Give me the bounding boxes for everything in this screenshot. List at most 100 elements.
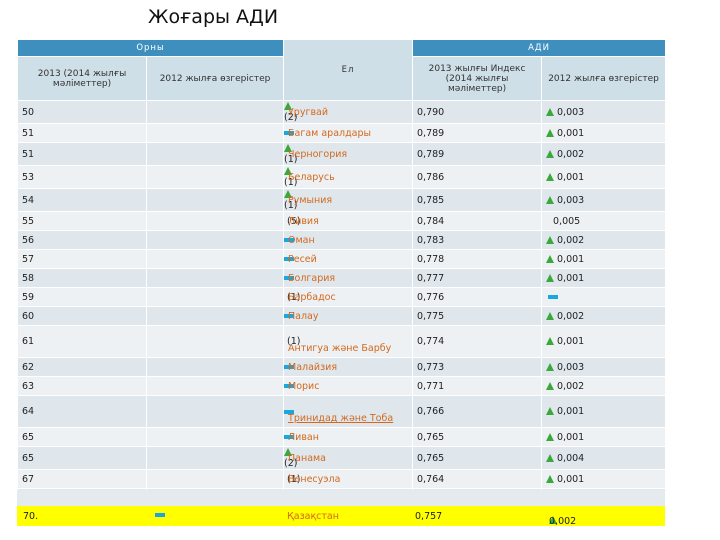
index-change-cell: 0,001: [541, 427, 667, 447]
index-change-value: 0,003: [557, 361, 585, 373]
index-change-cell: 0,002: [541, 230, 667, 250]
hdi-table: Орны Ел АДИ 2013 (2014 жылғы мәліметтер)…: [16, 39, 667, 508]
country-cell: Морис: [283, 376, 414, 396]
table-row: 50 (2) Уругвай 0,790 0,003: [17, 100, 667, 124]
rank-cell: 57: [17, 249, 147, 269]
country-cell: Уругвай: [283, 100, 414, 124]
rank-change-cell: (1): [145, 142, 297, 166]
index-cell: 0,773: [412, 357, 543, 377]
country-name: Беларусь: [288, 171, 335, 183]
header-rank-2013: 2013 (2014 жылғы мәліметтер): [17, 56, 147, 101]
country-name: Румыния: [288, 194, 333, 206]
country-name: Панама: [288, 452, 327, 464]
country-name: Болгария: [288, 272, 336, 284]
index-cell: 0,789: [412, 123, 543, 143]
index-cell: 0,764: [412, 469, 543, 489]
rank-change-value: (1): [287, 336, 301, 347]
country-cell: Ливия: [283, 211, 414, 231]
country-cell: Оман: [283, 230, 414, 250]
up-arrow-icon: [546, 254, 555, 263]
table-row: 63 Морис 0,771 0,002: [17, 376, 667, 396]
country-cell: Тринидад және Тоба: [283, 395, 414, 428]
kazakhstan-country: Қазақстан: [287, 511, 339, 522]
table-row: 51 Багам аралдары 0,789 0,001: [17, 123, 667, 143]
index-change-cell: 0,002: [541, 306, 667, 326]
table-row: 60 Палау 0,775 0,002: [17, 306, 667, 326]
country-name: Уругвай: [288, 106, 329, 118]
header-index-change: 2012 жылға өзгерістер: [541, 56, 667, 101]
rank-change-cell: [145, 230, 294, 250]
rank-cell: 54: [17, 188, 147, 212]
rank-change-cell: (1): [145, 188, 297, 212]
index-cell: 0,775: [412, 306, 543, 326]
up-arrow-icon: [546, 195, 555, 204]
rank-value: 58: [22, 272, 35, 284]
up-arrow-icon: [546, 453, 555, 462]
index-change-value: 0,001: [557, 431, 585, 443]
index-cell: 0,774: [412, 325, 543, 358]
index-value: 0,785: [417, 194, 445, 206]
index-value: 0,765: [417, 452, 445, 464]
country-cell: Ливан: [283, 427, 414, 447]
up-arrow-icon: [546, 381, 555, 390]
index-change-cell: 0,002: [541, 376, 667, 396]
rank-value: 64: [22, 406, 35, 417]
kazakhstan-rank: 70.: [23, 511, 39, 522]
up-arrow-icon: [546, 337, 555, 345]
index-change-value: 0,001: [557, 272, 585, 284]
index-change-value: 0,001: [557, 127, 585, 139]
rank-value: 63: [22, 380, 35, 392]
rank-cell: 62: [17, 357, 147, 377]
no-change-icon: [155, 513, 165, 517]
table-row: 65 Ливан 0,765 0,001: [17, 427, 667, 447]
index-cell: 0,777: [412, 268, 543, 288]
rank-change-value: (1): [284, 200, 298, 211]
rank-cell: 51: [17, 123, 147, 143]
rank-change-cell: [145, 123, 294, 143]
page-title: Жоғары АДИ: [148, 6, 279, 28]
rank-value: 61: [22, 336, 35, 347]
index-change-cell: 0,003: [541, 357, 667, 377]
index-cell: 0,778: [412, 249, 543, 269]
index-value: 0,786: [417, 171, 445, 183]
rank-cell: 59: [17, 287, 147, 307]
no-change-icon: [548, 295, 559, 299]
rank-cell: 61: [17, 325, 147, 358]
index-change-cell: 0,001: [541, 249, 667, 269]
index-change-cell: 0,001: [541, 123, 667, 143]
index-cell: 0,784: [412, 211, 543, 231]
index-value: 0,773: [417, 361, 445, 373]
index-cell: 0,765: [412, 427, 543, 447]
country-name: Багам аралдары: [288, 127, 372, 139]
country-cell: Барбадос: [283, 287, 414, 307]
rank-cell: 60: [17, 306, 147, 326]
rank-value: 65: [22, 431, 35, 443]
table-row: 65 (2) Панама 0,765 0,004: [17, 446, 667, 470]
rank-value: 56: [22, 234, 35, 246]
kazakhstan-change: 0,002: [549, 516, 577, 527]
country-cell: Ресей: [283, 249, 414, 269]
index-change-value: 0,001: [557, 336, 585, 347]
country-cell: Черногория: [283, 142, 414, 166]
rank-change-cell: (1): [145, 165, 297, 189]
index-value: 0,777: [417, 272, 445, 284]
up-arrow-icon: [546, 362, 555, 371]
table-row: 55 (5)Ливия 0,784 0,005: [17, 211, 667, 231]
index-value: 0,765: [417, 431, 445, 443]
rank-change-cell: (2): [145, 446, 297, 470]
index-value: 0,771: [417, 380, 445, 392]
country-cell: Панама: [283, 446, 414, 470]
country-name: Черногория: [288, 148, 348, 160]
rank-cell: 58: [17, 268, 147, 288]
index-change-value: 0,001: [557, 473, 585, 485]
country-name: Барбадос: [288, 291, 336, 303]
index-value: 0,764: [417, 473, 445, 485]
index-change-cell: 0,001: [541, 268, 667, 288]
table-row: 61 (1) Антигуа және Барбу 0,774 0,001: [17, 325, 667, 358]
header-rank-change: 2012 жылға өзгерістер: [145, 56, 285, 101]
country-name: Ливан: [288, 431, 319, 443]
rank-value: 59: [22, 291, 35, 303]
rank-value: 53: [22, 171, 35, 183]
rank-change-value: (2): [284, 112, 298, 123]
rank-cell: 67: [17, 469, 147, 489]
